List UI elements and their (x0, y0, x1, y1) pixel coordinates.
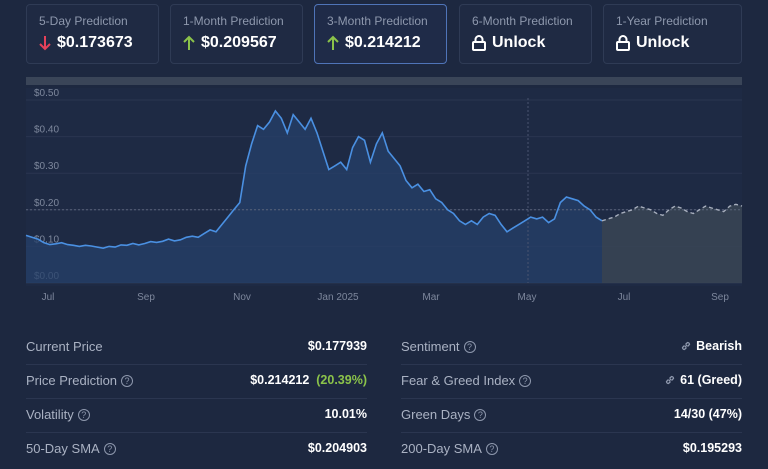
forecast-price-line (601, 203, 743, 222)
x-tick-label: Mar (422, 292, 440, 303)
stat-value: 14/30 (47%) (673, 407, 742, 421)
stat-label: Fear & Greed Index? (401, 373, 532, 388)
y-tick-label: $0.10 (34, 234, 59, 245)
card-value-text: $0.209567 (201, 34, 277, 51)
card-value: Unlock (616, 34, 689, 52)
chart-range-scrollbar[interactable] (26, 77, 742, 85)
stat-label: Current Price (26, 339, 103, 354)
lock-icon (472, 35, 486, 51)
help-icon[interactable]: ? (474, 408, 487, 421)
card-value: $0.173673 (39, 34, 133, 52)
forecast-area-fill (602, 204, 742, 283)
help-icon[interactable]: ? (485, 442, 498, 455)
historical-price-line (25, 109, 603, 250)
stat-value[interactable]: 61 (Greed) (664, 373, 742, 387)
link-icon (666, 375, 675, 385)
stat-value[interactable]: Bearish (680, 339, 742, 353)
stat-row-200-day-sma: 200-Day SMA? $0.195293 (401, 433, 742, 467)
card-value-text: Unlock (492, 34, 546, 51)
stat-label: Sentiment? (401, 339, 476, 354)
stat-label: Price Prediction? (26, 373, 134, 388)
help-icon[interactable]: ? (121, 374, 134, 387)
y-tick-label: $0.50 (34, 88, 59, 99)
card-label: 1-Year Prediction (616, 14, 708, 28)
card-value-text: $0.214212 (345, 34, 421, 51)
stat-row-green-days: Green Days? 14/30 (47%) (401, 399, 742, 433)
stat-change-percent: (20.39%) (316, 373, 367, 387)
stat-value: 10.01% (324, 407, 367, 421)
card-value-text: Unlock (636, 34, 690, 51)
stat-value: $0.195293 (682, 441, 742, 455)
x-tick-label: Jan 2025 (317, 292, 359, 303)
lock-icon (616, 35, 630, 51)
x-tick-label: Nov (233, 292, 251, 303)
stat-row-fear-greed-index: Fear & Greed Index? 61 (Greed) (401, 365, 742, 399)
stat-label: 50-Day SMA? (26, 441, 116, 456)
card-label: 6-Month Prediction (472, 14, 573, 28)
x-tick-label: Jul (42, 292, 55, 303)
y-tick-label: $0.20 (34, 198, 59, 209)
stat-value: $0.214212 (20.39%) (250, 373, 367, 387)
x-tick-label: Sep (137, 292, 155, 303)
stat-row-sentiment: Sentiment? Bearish (401, 331, 742, 365)
card-value: Unlock (472, 34, 545, 52)
help-icon[interactable]: ? (77, 408, 90, 421)
help-icon[interactable]: ? (103, 442, 116, 455)
card-label: 5-Day Prediction (39, 14, 128, 28)
stat-value: $0.204903 (307, 441, 367, 455)
help-icon[interactable]: ? (463, 340, 476, 353)
arrow-up-icon (327, 35, 339, 50)
card-value-text: $0.173673 (57, 34, 133, 51)
stat-label: Volatility? (26, 407, 90, 422)
card-1-month-prediction[interactable]: 1-Month Prediction $0.209567 (170, 4, 303, 64)
stat-value: $0.177939 (307, 339, 367, 353)
card-1-year-prediction[interactable]: 1-Year Prediction Unlock (603, 4, 742, 64)
arrow-up-icon (183, 35, 195, 50)
stat-label: 200-Day SMA? (401, 441, 498, 456)
x-tick-label: Sep (711, 292, 729, 303)
stat-label: Green Days? (401, 407, 487, 422)
stat-row-volatility: Volatility? 10.01% (26, 399, 367, 433)
y-tick-label: $0.30 (34, 161, 59, 172)
card-label: 3-Month Prediction (327, 14, 428, 28)
card-5-day-prediction[interactable]: 5-Day Prediction $0.173673 (26, 4, 159, 64)
card-label: 1-Month Prediction (183, 14, 284, 28)
price-prediction-chart[interactable]: $0.50$0.40$0.30$0.20$0.10$0.00JulSepNovJ… (0, 88, 768, 310)
card-3-month-prediction[interactable]: 3-Month Prediction $0.214212 (314, 4, 447, 64)
stat-row-price-prediction: Price Prediction? $0.214212 (20.39%) (26, 365, 367, 399)
y-tick-label: $0.40 (34, 125, 59, 136)
card-value: $0.214212 (327, 34, 421, 52)
x-tick-label: May (518, 292, 537, 303)
arrow-down-icon (39, 36, 51, 51)
link-icon (681, 341, 691, 351)
x-tick-label: Jul (618, 292, 631, 303)
stat-row-current-price: Current Price $0.177939 (26, 331, 367, 365)
card-6-month-prediction[interactable]: 6-Month Prediction Unlock (459, 4, 592, 64)
help-icon[interactable]: ? (519, 374, 532, 387)
card-value: $0.209567 (183, 34, 277, 52)
prediction-cards: 5-Day Prediction $0.173673 1-Month Predi… (26, 4, 742, 64)
stat-row-50-day-sma: 50-Day SMA? $0.204903 (26, 433, 367, 467)
